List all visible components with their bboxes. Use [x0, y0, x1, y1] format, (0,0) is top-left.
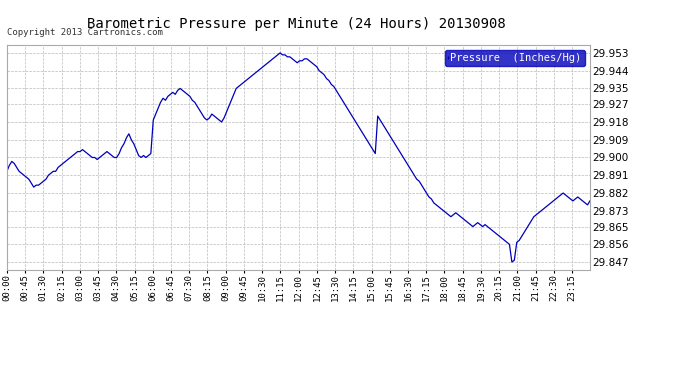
Legend: Pressure  (Inches/Hg): Pressure (Inches/Hg) [445, 50, 584, 66]
Text: Barometric Pressure per Minute (24 Hours) 20130908: Barometric Pressure per Minute (24 Hours… [88, 17, 506, 31]
Text: Copyright 2013 Cartronics.com: Copyright 2013 Cartronics.com [7, 28, 163, 37]
